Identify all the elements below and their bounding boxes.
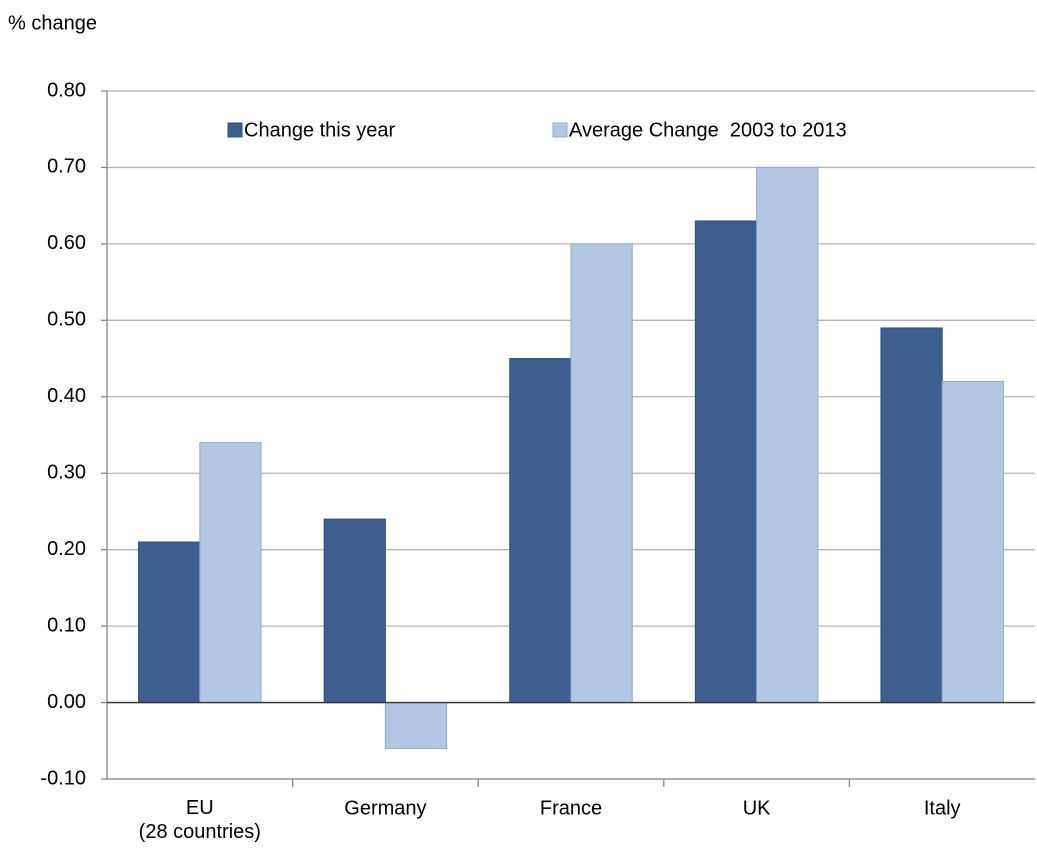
x-tick-label: UK <box>743 797 771 819</box>
legend-label: Average Change 2003 to 2013 <box>569 119 847 141</box>
bar <box>694 220 758 704</box>
y-axis-label: % change <box>8 12 97 34</box>
legend-label: Change this year <box>244 119 396 141</box>
y-tick-label: 0.10 <box>47 614 86 636</box>
bar <box>880 327 943 704</box>
bar <box>509 358 572 704</box>
x-tick-label: Italy <box>924 797 961 819</box>
bar <box>199 442 262 704</box>
bar <box>756 166 819 704</box>
y-tick-label: 0.50 <box>47 309 86 331</box>
y-tick-label: 0.60 <box>47 232 86 254</box>
x-tick-label: France <box>540 797 602 819</box>
y-tick-label: 0.70 <box>47 156 86 178</box>
y-tick-label: 0.00 <box>47 691 86 713</box>
bar <box>941 380 1004 704</box>
y-tick-label: 0.30 <box>47 462 86 484</box>
legend-swatch <box>552 122 568 138</box>
x-tick-label: EU (28 countries) <box>139 797 261 843</box>
x-tick-label: Germany <box>344 797 426 819</box>
legend-swatch <box>227 122 243 138</box>
y-tick-label: -0.10 <box>40 767 86 789</box>
y-tick-label: 0.40 <box>47 385 86 407</box>
bar <box>570 243 633 704</box>
bar <box>384 702 448 749</box>
bar <box>138 541 201 704</box>
y-tick-label: 0.20 <box>47 538 86 560</box>
bar <box>323 518 386 704</box>
y-tick-label: 0.80 <box>47 79 86 101</box>
